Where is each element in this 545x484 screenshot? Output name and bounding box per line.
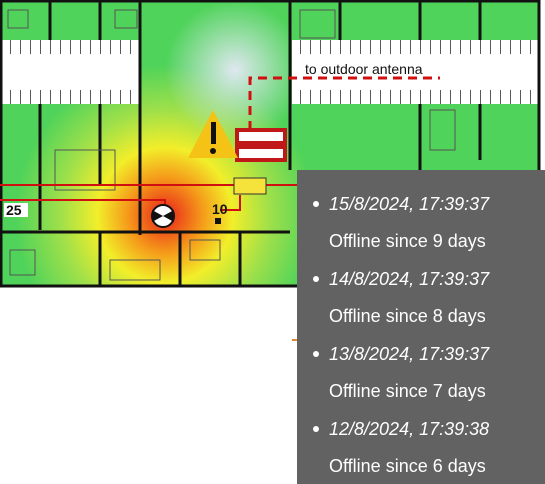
warning-dot bbox=[210, 148, 216, 154]
marker-label: 10 bbox=[212, 201, 228, 217]
tooltip-entry: 14/8/2024, 17:39:37 Offline since 8 days bbox=[311, 267, 545, 328]
marker-label: 25 bbox=[6, 202, 22, 218]
hatch bbox=[0, 90, 140, 104]
sign-bar bbox=[237, 141, 285, 149]
screen: to outdoor antenna 25 10 15/8/2024, 17:3… bbox=[0, 0, 545, 484]
timestamp: 14/8/2024, 17:39:37 bbox=[329, 267, 545, 291]
warning-mark bbox=[211, 122, 216, 144]
splitter bbox=[234, 178, 266, 194]
status: Offline since 7 days bbox=[329, 379, 545, 403]
timestamp: 13/8/2024, 17:39:37 bbox=[329, 342, 545, 366]
marker-dot bbox=[215, 218, 221, 224]
antenna-label: to outdoor antenna bbox=[305, 61, 423, 77]
timestamp: 15/8/2024, 17:39:37 bbox=[329, 192, 545, 216]
status: Offline since 9 days bbox=[329, 229, 545, 253]
timestamp: 12/8/2024, 17:39:38 bbox=[329, 417, 545, 441]
tooltip-entry: 13/8/2024, 17:39:37 Offline since 7 days bbox=[311, 342, 545, 403]
status: Offline since 8 days bbox=[329, 304, 545, 328]
hatch bbox=[292, 90, 540, 104]
hatch bbox=[292, 40, 540, 54]
status: Offline since 6 days bbox=[329, 454, 545, 478]
tooltip-entry: 12/8/2024, 17:39:38 Offline since 6 days bbox=[311, 417, 545, 478]
tooltip-entry: 15/8/2024, 17:39:37 Offline since 9 days bbox=[311, 192, 545, 253]
hatch bbox=[0, 40, 140, 54]
